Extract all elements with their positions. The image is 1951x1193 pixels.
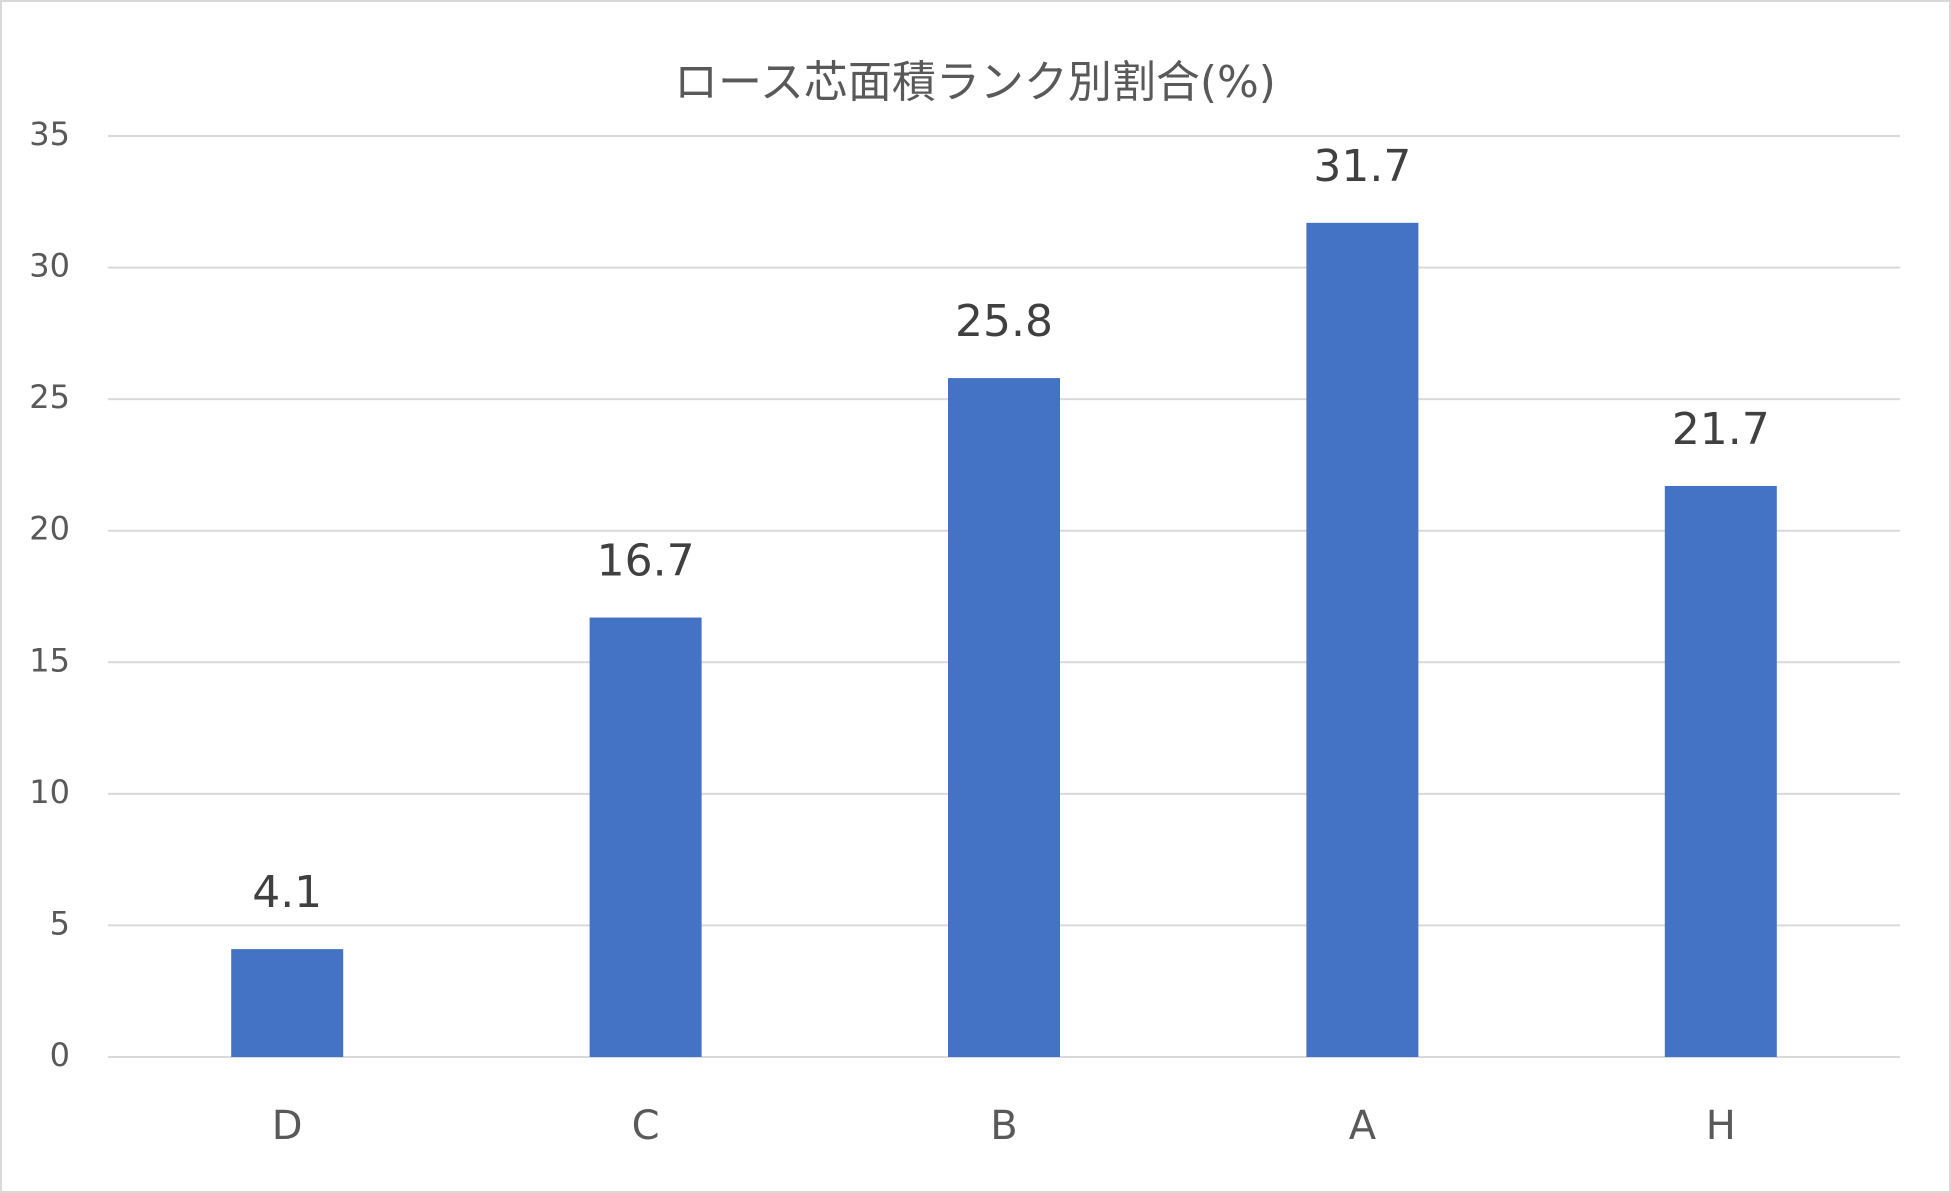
- y-tick-label: 10: [29, 773, 70, 811]
- x-tick-label: B: [990, 1103, 1017, 1149]
- bar: [1306, 222, 1419, 1057]
- y-tick-label: 5: [50, 904, 70, 942]
- x-tick-label: H: [1706, 1103, 1736, 1149]
- y-tick-label: 30: [29, 247, 70, 285]
- data-label: 21.7: [1672, 404, 1770, 455]
- bar: [1664, 485, 1777, 1058]
- bar: [589, 617, 702, 1057]
- y-tick-label: 15: [29, 641, 70, 679]
- data-label: 4.1: [252, 867, 322, 918]
- bar: [948, 378, 1060, 1057]
- y-tick-label: 20: [29, 510, 70, 548]
- y-tick-label: 35: [29, 115, 70, 153]
- bar: [231, 949, 344, 1057]
- x-tick-label: C: [632, 1103, 660, 1149]
- y-tick-label: 25: [29, 378, 70, 416]
- data-label: 31.7: [1313, 141, 1411, 192]
- x-tick-label: A: [1349, 1103, 1377, 1149]
- x-tick-label: D: [272, 1103, 303, 1149]
- chart-title: ロース芯面積ランク別割合(%): [674, 57, 1276, 108]
- data-label: 25.8: [955, 296, 1053, 347]
- data-label: 16.7: [597, 536, 695, 587]
- y-tick-label: 0: [50, 1036, 70, 1074]
